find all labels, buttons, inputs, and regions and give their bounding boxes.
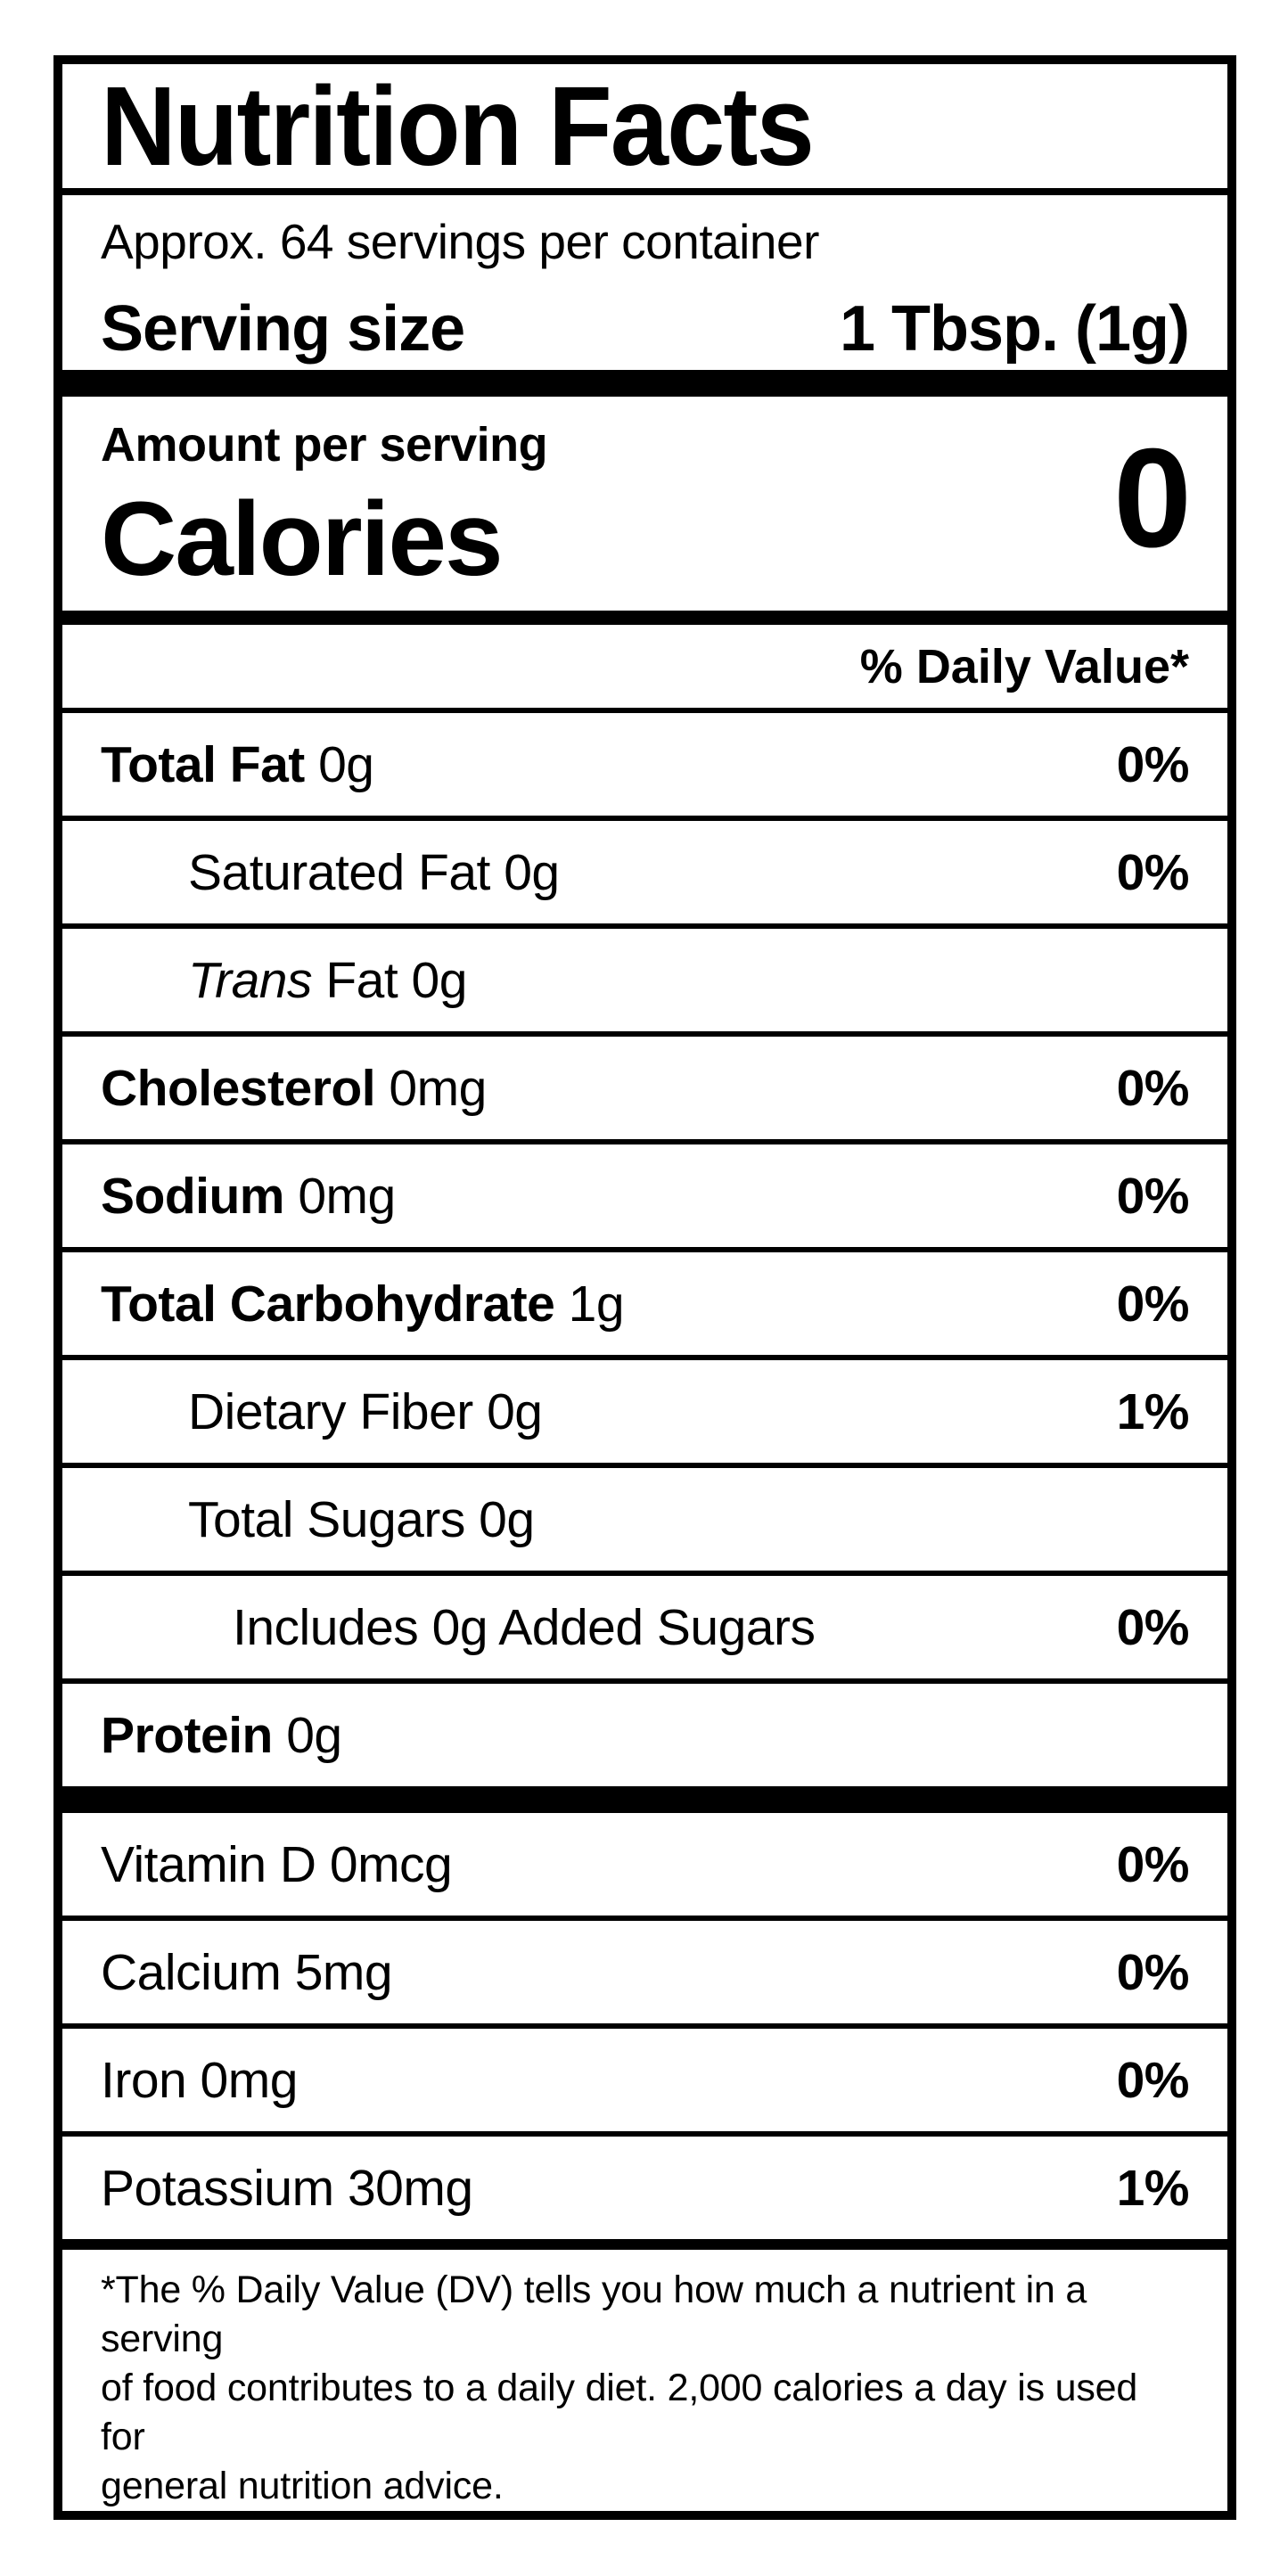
nutrient-row-added-sugars: Includes 0g Added Sugars 0% xyxy=(62,1576,1227,1684)
vitamin-row-calcium: Calcium 5mg 0% xyxy=(62,1921,1227,2029)
nutrient-daily-value: 0% xyxy=(1116,1059,1190,1117)
nutrient-row-sodium: Sodium 0mg 0% xyxy=(62,1144,1227,1252)
nutrient-row-total-fat: Total Fat 0g 0% xyxy=(62,713,1227,821)
nutrient-daily-value: 1% xyxy=(1116,1382,1190,1440)
vitamin-daily-value: 0% xyxy=(1116,2051,1190,2109)
amount-per-serving-label: Amount per serving xyxy=(101,418,548,472)
serving-size-row: Serving size 1 Tbsp. (1g) xyxy=(62,287,1227,370)
nutrient-name: Total Sugars 0g xyxy=(188,1490,535,1548)
footnote-line-1: *The % Daily Value (DV) tells you how mu… xyxy=(101,2268,1087,2360)
vitamin-name: Vitamin D 0mcg xyxy=(101,1835,453,1893)
label-title: Nutrition Facts xyxy=(101,64,815,189)
daily-value-header: % Daily Value* xyxy=(859,639,1189,693)
nutrient-name: Saturated Fat 0g xyxy=(188,843,560,901)
nutrient-name: Sodium 0mg xyxy=(101,1167,396,1225)
footnote-line-2: of food contributes to a daily diet. 2,0… xyxy=(101,2367,1138,2458)
section-divider-bar-thick-top xyxy=(62,370,1227,398)
nutrient-daily-value: 0% xyxy=(1116,1598,1190,1656)
nutrient-name: Dietary Fiber 0g xyxy=(188,1382,543,1440)
vitamin-row-iron: Iron 0mg 0% xyxy=(62,2029,1227,2137)
daily-value-header-row: % Daily Value* xyxy=(62,625,1227,713)
section-divider-bar-medium xyxy=(62,611,1227,626)
nutrient-name: Total Carbohydrate 1g xyxy=(101,1275,625,1333)
nutrient-row-trans-fat: Trans Fat 0g xyxy=(62,929,1227,1037)
nutrient-row-total-carbohydrate: Total Carbohydrate 1g 0% xyxy=(62,1252,1227,1360)
vitamin-name: Iron 0mg xyxy=(101,2051,298,2109)
footnote-divider-bar xyxy=(62,2239,1227,2250)
calories-block: Amount per serving Calories 0 xyxy=(62,397,1227,611)
section-divider-bar-thick-bottom xyxy=(62,1786,1227,1813)
calories-label: Calories xyxy=(101,480,504,598)
nutrient-daily-value: 0% xyxy=(1116,843,1190,901)
label-title-block: Nutrition Facts xyxy=(62,64,1227,196)
vitamin-name: Potassium 30mg xyxy=(101,2159,473,2217)
vitamin-daily-value: 1% xyxy=(1116,2159,1190,2217)
nutrient-name: Includes 0g Added Sugars xyxy=(233,1598,816,1656)
calories-value: 0 xyxy=(1113,420,1192,578)
nutrient-daily-value: 0% xyxy=(1116,1167,1190,1225)
serving-size-label: Serving size xyxy=(101,292,465,365)
nutrient-row-protein: Protein 0g xyxy=(62,1684,1227,1786)
nutrition-facts-label: Nutrition Facts Approx. 64 servings per … xyxy=(53,55,1236,2520)
footnote-line-3: general nutrition advice. xyxy=(101,2465,504,2507)
servings-per-container-row: Approx. 64 servings per container xyxy=(62,195,1227,287)
vitamin-name: Calcium 5mg xyxy=(101,1943,393,2001)
vitamin-daily-value: 0% xyxy=(1116,1943,1190,2001)
nutrient-row-total-sugars: Total Sugars 0g xyxy=(62,1468,1227,1576)
vitamin-daily-value: 0% xyxy=(1116,1835,1190,1893)
serving-size-value: 1 Tbsp. (1g) xyxy=(839,292,1190,365)
vitamin-row-potassium: Potassium 30mg 1% xyxy=(62,2137,1227,2239)
nutrient-name: Trans Fat 0g xyxy=(188,951,467,1009)
nutrient-name: Total Fat 0g xyxy=(101,735,374,793)
footnote: *The % Daily Value (DV) tells you how mu… xyxy=(62,2250,1227,2511)
servings-per-container-text: Approx. 64 servings per container xyxy=(101,213,819,269)
nutrient-name: Cholesterol 0mg xyxy=(101,1059,487,1117)
nutrient-row-cholesterol: Cholesterol 0mg 0% xyxy=(62,1037,1227,1144)
nutrient-daily-value: 0% xyxy=(1116,735,1190,793)
nutrient-name: Protein 0g xyxy=(101,1706,342,1764)
nutrient-row-saturated-fat: Saturated Fat 0g 0% xyxy=(62,821,1227,929)
nutrient-row-dietary-fiber: Dietary Fiber 0g 1% xyxy=(62,1360,1227,1468)
vitamin-row-vitamin-d: Vitamin D 0mcg 0% xyxy=(62,1813,1227,1921)
nutrient-daily-value: 0% xyxy=(1116,1275,1190,1333)
